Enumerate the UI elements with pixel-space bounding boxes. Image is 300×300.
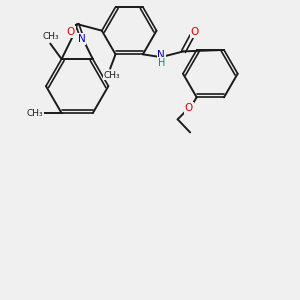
Text: CH₃: CH₃ xyxy=(103,70,120,80)
Text: N: N xyxy=(158,50,165,60)
Text: O: O xyxy=(67,27,75,37)
Text: CH₃: CH₃ xyxy=(43,32,59,41)
Text: CH₃: CH₃ xyxy=(26,109,43,118)
Text: O: O xyxy=(191,27,199,37)
Text: N: N xyxy=(78,34,86,44)
Text: H: H xyxy=(158,58,165,68)
Text: O: O xyxy=(185,103,193,113)
